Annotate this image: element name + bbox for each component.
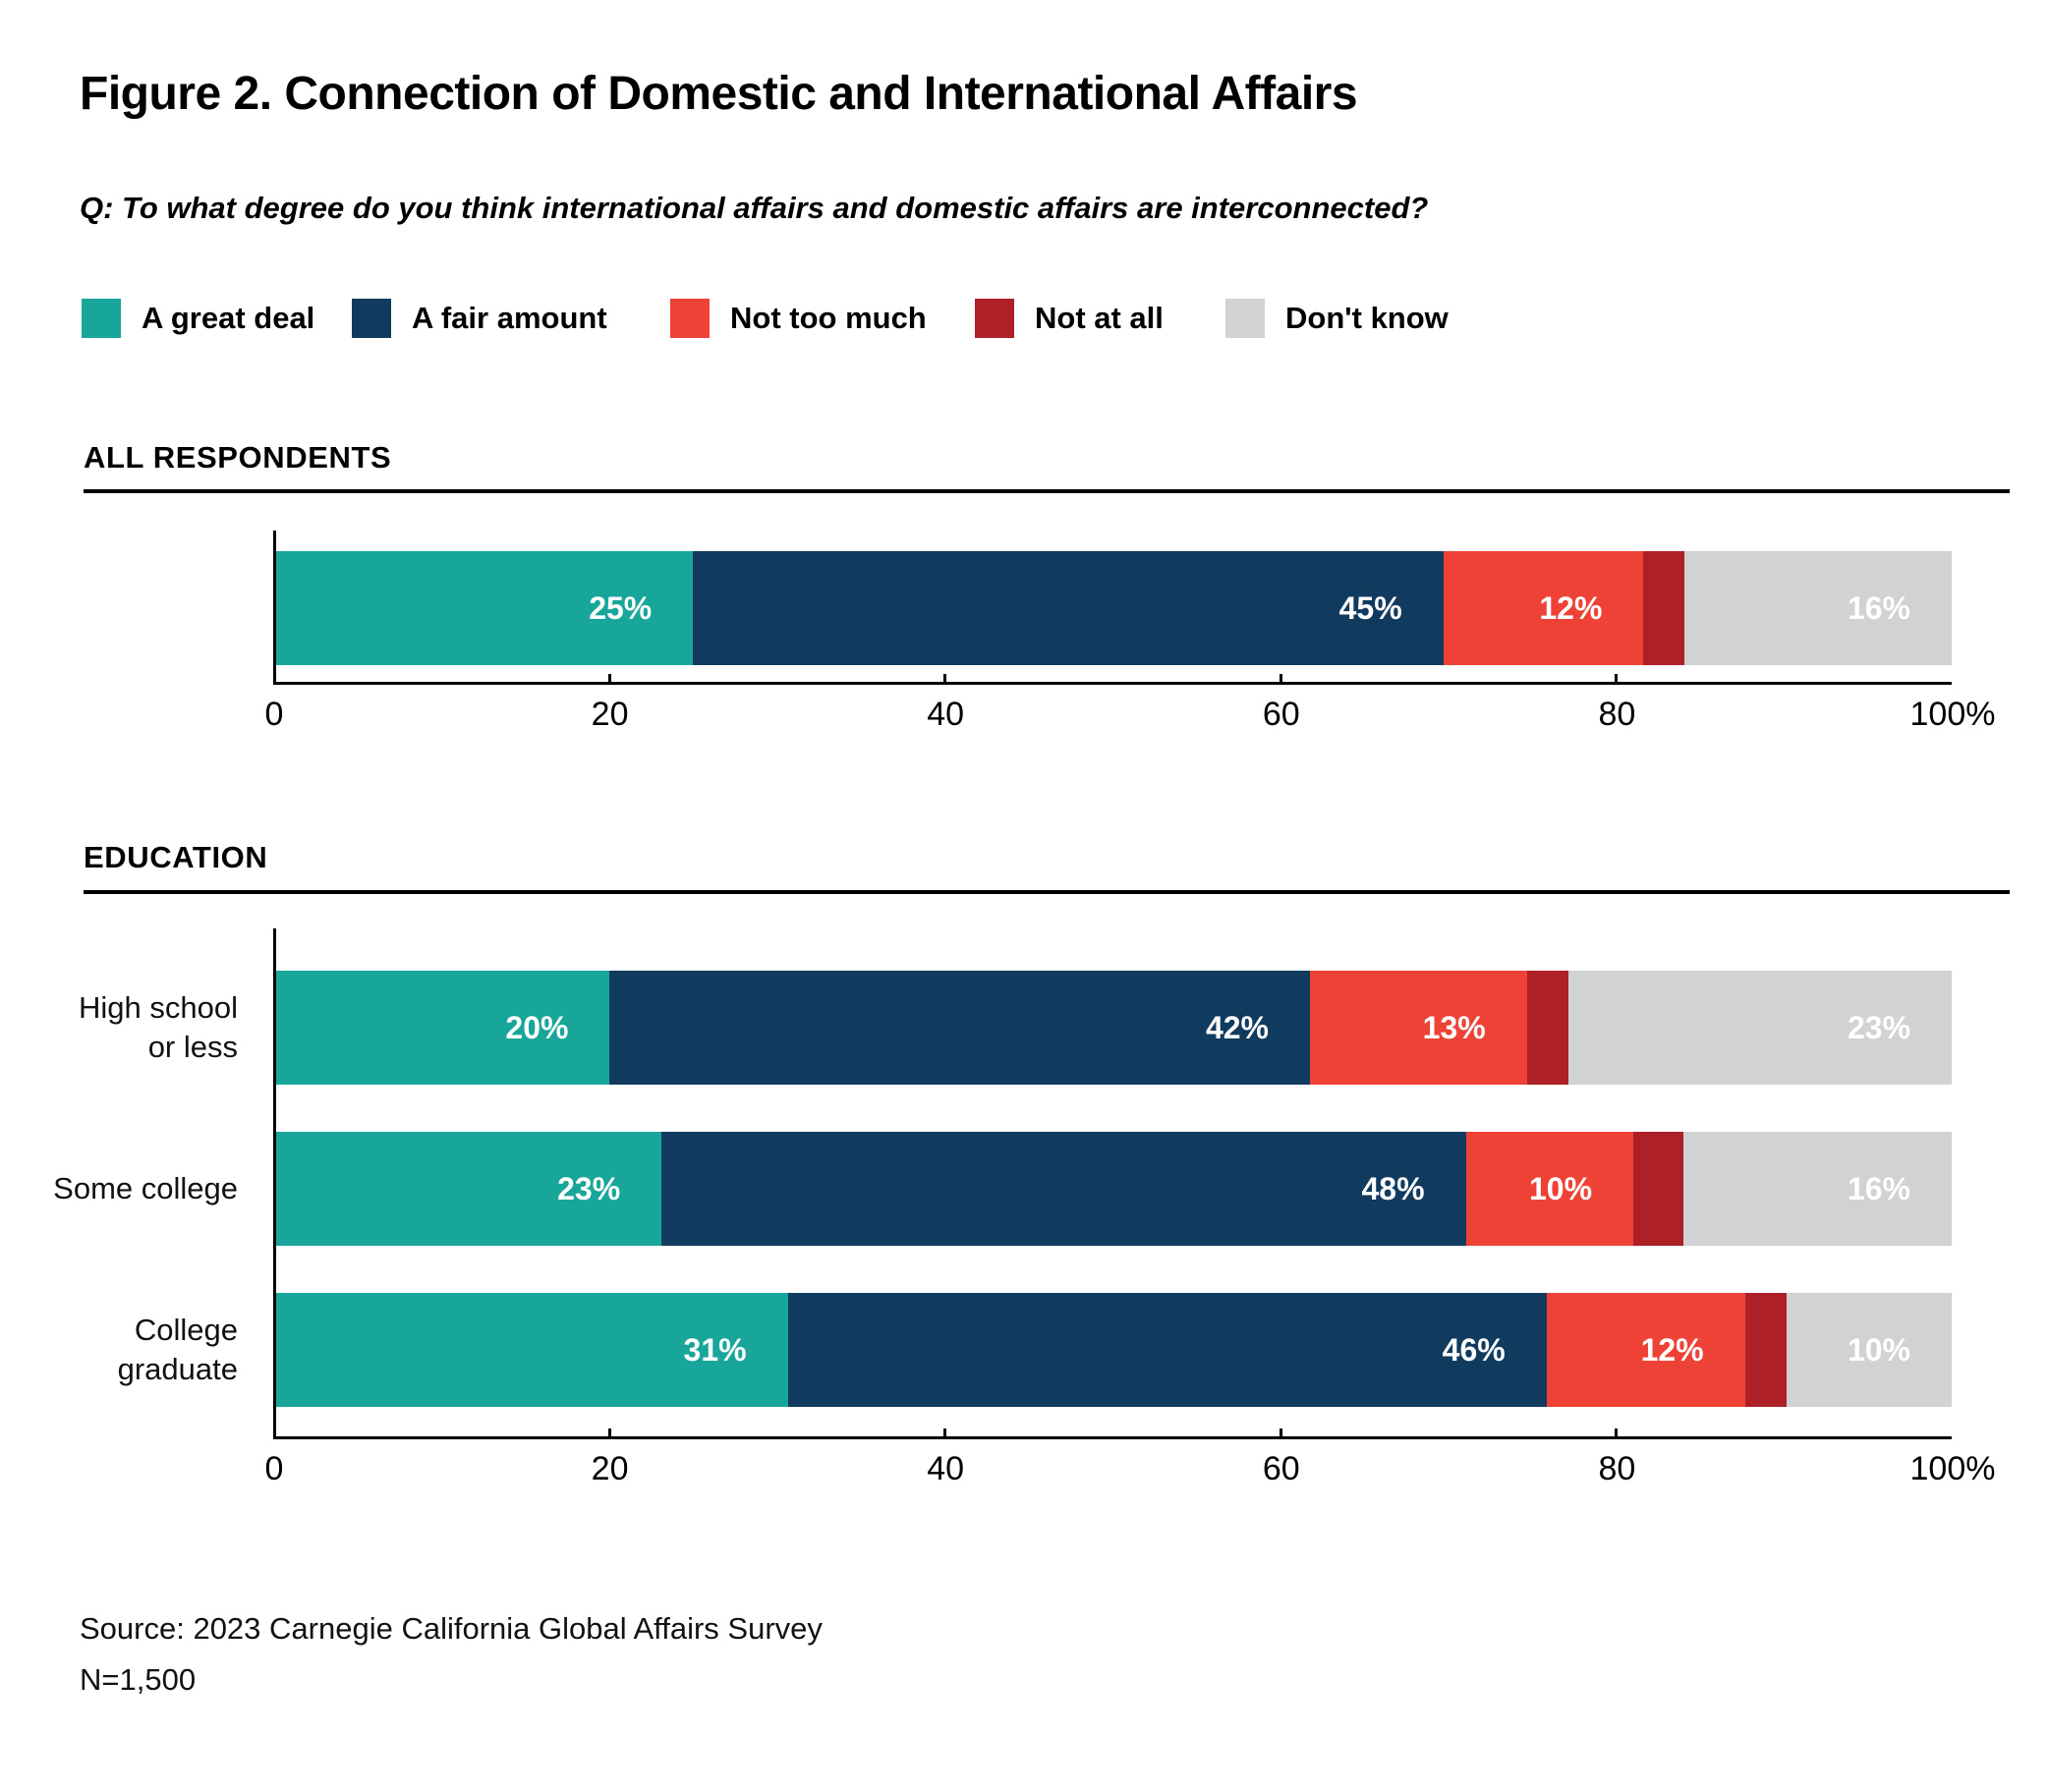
legend-item-a-great-deal: A great deal [82,299,314,338]
category-label-line: High school [79,990,238,1025]
axis-tick-label-40: 40 [927,1450,965,1487]
legend-swatch-a-fair-amount [352,299,391,338]
y-axis-line [273,928,276,1439]
axis-tick-label-0: 0 [264,1450,284,1487]
axis-tick-label-20: 20 [591,696,629,733]
legend: A great deal A fair amount Not too much Not… [82,299,2008,342]
survey-question: Q: To what degree do you think internati… [80,191,1429,225]
x-axis-line [273,1436,1952,1439]
segment-not-at-all [1633,1132,1684,1246]
x-axis-line [273,682,1952,685]
axis-tick-label-100: 100% [1909,1450,1996,1487]
bar-row-high-school-or-less: 20% 42% 13% 23% [276,971,1953,1085]
section-header-education: EDUCATION [84,840,268,874]
axis-tick-label-20: 20 [591,1450,629,1487]
segment-value-label: 13% [1422,1009,1486,1045]
segment-don-t-know: 10% [1786,1293,1952,1407]
segment-a-fair-amount: 45% [693,551,1444,665]
section-rule [84,489,2010,493]
segment-value-label: 10% [1528,1170,1593,1206]
legend-label: A fair amount [412,301,607,335]
legend-swatch-not-too-much [670,299,710,338]
legend-item-don-t-know: Don't know [1225,299,1449,338]
segment-a-great-deal: 20% [276,971,610,1085]
segment-a-great-deal: 31% [276,1293,788,1407]
segment-value-label: 23% [557,1170,621,1206]
category-label-line: graduate [117,1352,238,1386]
segment-a-great-deal: 23% [276,1132,662,1246]
bar-row-some-college: 23% 48% 10% 16% [276,1132,1952,1246]
legend-swatch-don-t-know [1225,299,1265,338]
segment-don-t-know: 16% [1683,1132,1952,1246]
segment-don-t-know: 16% [1684,551,1952,665]
segment-value-label: 12% [1539,589,1603,626]
axis-tick-20 [607,1428,611,1437]
axis-tick-20 [607,674,611,683]
segment-not-at-all [1643,551,1685,665]
legend-item-not-at-all: Not at all [975,299,1164,338]
segment-value-label: 16% [1847,589,1910,626]
bar-row-all-respondents: 25% 45% 12% 16% [276,551,1952,665]
section-header-all-respondents: ALL RESPONDENTS [84,440,392,475]
source-note: Source: 2023 Carnegie California Global … [80,1611,823,1646]
axis-tick-label-40: 40 [927,696,965,733]
segment-not-too-much: 13% [1310,971,1527,1085]
segment-value-label: 42% [1205,1009,1269,1045]
section-rule [84,890,2010,894]
legend-label: A great deal [142,301,315,335]
segment-not-too-much: 10% [1465,1132,1634,1246]
axis-tick-80 [1615,674,1619,683]
segment-value-label: 12% [1640,1331,1704,1368]
axis-tick-label-60: 60 [1262,696,1300,733]
legend-item-not-too-much: Not too much [670,299,927,338]
segment-value-label: 10% [1847,1331,1910,1368]
legend-label: Not too much [730,301,927,335]
category-label-high-school-or-less: High school or less [0,971,238,1085]
legend-label: Don't know [1285,301,1449,335]
segment-value-label: 16% [1847,1170,1910,1206]
category-label-line: or less [147,1030,238,1064]
segment-value-label: 23% [1847,1009,1911,1045]
axis-tick-label-60: 60 [1262,1450,1300,1487]
axis-tick-60 [1279,1428,1282,1437]
segment-not-at-all [1744,1293,1787,1407]
legend-label: Not at all [1035,301,1164,335]
segment-don-t-know: 23% [1567,971,1953,1085]
segment-a-fair-amount: 48% [661,1132,1466,1246]
axis-tick-label-0: 0 [264,696,284,733]
legend-item-a-fair-amount: A fair amount [352,299,607,338]
figure-title: Figure 2. Connection of Domestic and Int… [80,68,1358,120]
segment-a-fair-amount: 46% [787,1293,1547,1407]
category-label-line: College [134,1313,238,1347]
category-label-college-graduate: College graduate [0,1293,238,1407]
segment-not-too-much: 12% [1546,1293,1745,1407]
axis-tick-40 [943,674,947,683]
bar-row-college-graduate: 31% 46% 12% 10% [276,1293,1952,1407]
axis-tick-label-100: 100% [1909,696,1996,733]
y-axis-line [273,531,276,685]
axis-tick-40 [943,1428,947,1437]
axis-tick-60 [1279,674,1282,683]
segment-a-fair-amount: 42% [609,971,1310,1085]
category-label-line: Some college [53,1171,238,1205]
sample-size-note: N=1,500 [80,1662,197,1697]
axis-tick-label-80: 80 [1598,1450,1636,1487]
segment-value-label: 20% [505,1009,569,1045]
segment-value-label: 45% [1338,589,1402,626]
legend-swatch-not-at-all [975,299,1014,338]
legend-swatch-a-great-deal [82,299,121,338]
segment-a-great-deal: 25% [276,551,694,665]
segment-not-too-much: 12% [1443,551,1644,665]
segment-value-label: 25% [589,589,653,626]
segment-value-label: 48% [1361,1170,1425,1206]
segment-not-at-all [1526,971,1568,1085]
axis-tick-label-80: 80 [1598,696,1636,733]
segment-value-label: 46% [1442,1331,1506,1368]
axis-tick-80 [1615,1428,1619,1437]
segment-value-label: 31% [683,1331,747,1368]
category-label-some-college: Some college [0,1132,238,1246]
